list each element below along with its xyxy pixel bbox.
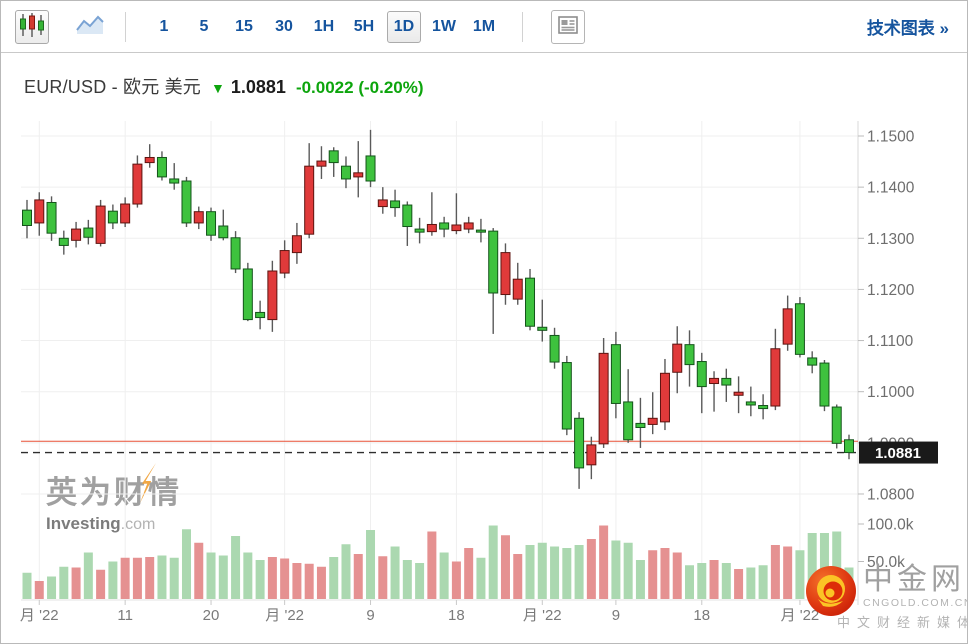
watermark-en-light: .com xyxy=(120,516,156,533)
toolbar: 1 5 15 30 1H 5H 1D 1W 1M 技术图表 » xyxy=(1,1,967,53)
price-change: -0.0022 (-0.20%) xyxy=(295,78,424,97)
svg-text:1.0881: 1.0881 xyxy=(875,445,921,462)
svg-text:1.1100: 1.1100 xyxy=(867,333,914,350)
timeframe-button-30[interactable]: 30 xyxy=(264,12,304,42)
svg-text:11: 11 xyxy=(117,607,133,624)
candlestick-chart-canvas[interactable]: 1.15001.14001.13001.12001.11001.10001.09… xyxy=(9,106,959,636)
candlestick-icon xyxy=(19,12,45,41)
timeframe-button-15[interactable]: 15 xyxy=(224,12,264,42)
cngold-tagline: 中文财经新媒体 xyxy=(837,615,968,630)
cngold-name: 中金网 xyxy=(863,563,965,596)
technical-chart-link[interactable]: 技术图表 » xyxy=(866,19,949,38)
timeframe-button-5h[interactable]: 5H xyxy=(344,12,384,42)
timeframe-button-1d[interactable]: 1D xyxy=(387,10,421,43)
newspaper-icon xyxy=(558,16,578,37)
watermark-en-bold: Investing xyxy=(46,514,121,533)
svg-text:18: 18 xyxy=(448,607,465,624)
svg-text:50.0k: 50.0k xyxy=(867,554,905,571)
timeframe-button-5[interactable]: 5 xyxy=(184,12,224,42)
price-down-arrow-icon: ▼ xyxy=(211,80,225,96)
timeframe-list: 1 5 15 30 1H 5H 1D 1W 1M xyxy=(144,10,504,43)
svg-text:月 '22: 月 '22 xyxy=(20,607,59,624)
svg-text:1.1500: 1.1500 xyxy=(867,129,915,146)
svg-text:1.0800: 1.0800 xyxy=(867,486,915,503)
timeframe-button-1m[interactable]: 1M xyxy=(464,12,504,42)
svg-text:月 '22: 月 '22 xyxy=(523,607,562,624)
timeframe-button-1[interactable]: 1 xyxy=(144,12,184,42)
cngold-domain: CNGOLD.COM.CN xyxy=(863,597,968,609)
svg-text:1.1400: 1.1400 xyxy=(867,180,915,197)
svg-text:9: 9 xyxy=(366,607,374,624)
toolbar-separator xyxy=(522,11,523,42)
news-panel-button[interactable] xyxy=(551,9,585,44)
timeframe-button-1h[interactable]: 1H xyxy=(304,12,344,42)
last-price: 1.0881 xyxy=(230,77,286,97)
instrument-title: EUR/USD - 欧元 美元 xyxy=(24,77,202,97)
svg-text:月 '22: 月 '22 xyxy=(265,607,304,624)
svg-text:月 '22: 月 '22 xyxy=(781,607,820,624)
svg-text:100.0k: 100.0k xyxy=(867,517,914,534)
watermark-cn-text: 英为财情 xyxy=(46,475,182,510)
svg-text:18: 18 xyxy=(693,607,710,624)
toolbar-separator xyxy=(125,11,126,42)
line-chart-icon xyxy=(75,14,105,39)
title-row: EUR/USD - 欧元 美元 ▼ 1.0881 -0.0022 (-0.20%… xyxy=(24,73,424,99)
cngold-logo: 中金网 CNGOLD.COM.CN 中文财经新媒体 xyxy=(805,563,968,631)
svg-text:1.1000: 1.1000 xyxy=(867,384,915,401)
watermark-en-text: Investing.com xyxy=(46,514,182,534)
investing-watermark: 英为财情 Investing.com xyxy=(46,463,182,534)
svg-text:20: 20 xyxy=(203,607,220,624)
cngold-text-block: 中金网 CNGOLD.COM.CN 中文财经新媒体 xyxy=(837,563,968,631)
candlestick-chart-button[interactable] xyxy=(15,9,49,44)
svg-text:1.1300: 1.1300 xyxy=(867,231,915,248)
line-chart-button[interactable] xyxy=(73,10,107,44)
timeframe-button-1w[interactable]: 1W xyxy=(424,12,464,42)
cngold-logo-icon xyxy=(805,565,857,622)
svg-text:9: 9 xyxy=(612,607,620,624)
svg-text:1.1200: 1.1200 xyxy=(867,282,915,299)
